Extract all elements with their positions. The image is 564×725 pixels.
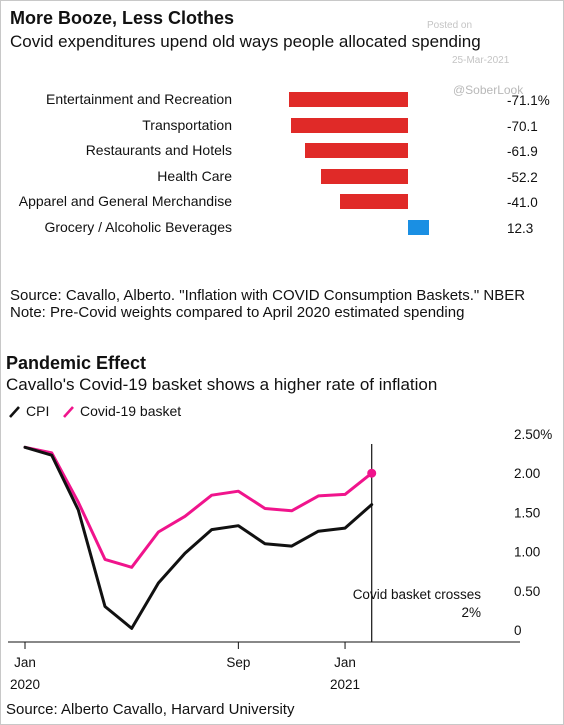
line-chart-source: Source: Alberto Cavallo, Harvard Univers… xyxy=(6,701,295,718)
x-tick-label: Sep xyxy=(226,655,250,670)
bar-value-label: -61.9 xyxy=(507,144,538,159)
bar-chart-note: Note: Pre-Covid weights compared to Apri… xyxy=(10,304,465,321)
watermark-handle: @SoberLook xyxy=(453,83,524,97)
bar xyxy=(339,194,408,209)
y-tick-label: 0.50 xyxy=(514,584,540,599)
line-chart-legend: CPI Covid-19 basket xyxy=(9,403,181,419)
bar xyxy=(408,219,429,235)
bar-category-label: Restaurants and Hotels xyxy=(85,142,232,158)
legend-cpi-swatch xyxy=(9,406,20,418)
bar-category-label: Apparel and General Merchandise xyxy=(18,193,232,209)
bar xyxy=(290,117,408,133)
bar xyxy=(289,92,408,107)
bar-chart-source: Source: Cavallo, Alberto. "Inflation wit… xyxy=(10,287,526,304)
bar-category-label: Transportation xyxy=(142,116,232,133)
covid-basket-endpoint-marker xyxy=(367,468,377,478)
bar-category-label: Entertainment and Recreation xyxy=(46,91,232,107)
bar-category-label: Grocery / Alcoholic Beverages xyxy=(44,218,232,235)
y-tick-label: 1.00 xyxy=(514,545,540,560)
cpi-series-line xyxy=(23,445,374,630)
covid-basket-series-line xyxy=(23,445,374,569)
y-tick-label: 0 xyxy=(514,623,522,638)
line-chart: CPI Covid-19 basket 0 0.50 1.00 1.50 2.00 2.5… xyxy=(8,403,552,692)
x-tick-label: Jan xyxy=(334,655,356,670)
bar-value-label: -71.1% xyxy=(507,93,550,108)
y-tick-label: 1.50 xyxy=(514,505,540,520)
annotation-line1: Covid basket crosses xyxy=(353,587,482,602)
bar-value-label: 12.3 xyxy=(507,220,534,236)
bar-chart-title: More Booze, Less Clothes xyxy=(10,8,235,28)
watermark-date: 25-Mar-2021 xyxy=(452,55,510,66)
x-tick-label: Jan xyxy=(14,655,36,670)
annotation-line2: 2% xyxy=(461,605,481,620)
legend-covid-swatch xyxy=(63,406,74,418)
x-tick-year-label: 2020 xyxy=(10,677,40,692)
y-tick-label: 2.50% xyxy=(514,427,552,442)
legend-cpi-label: CPI xyxy=(26,403,49,419)
bar-chart-subtitle: Covid expenditures upend old ways people… xyxy=(10,32,481,51)
watermark-posted: Posted on xyxy=(427,20,473,31)
bar-category-label: Health Care xyxy=(157,167,232,184)
bar-value-label: -52.2 xyxy=(507,169,538,185)
bar xyxy=(320,168,408,184)
legend-covid-label: Covid-19 basket xyxy=(80,403,181,419)
y-tick-label: 2.00 xyxy=(514,466,540,481)
x-tick-year-label: 2021 xyxy=(330,677,360,692)
bar xyxy=(304,143,408,158)
line-chart-subtitle: Cavallo's Covid-19 basket shows a higher… xyxy=(6,375,438,394)
bar-value-label: -41.0 xyxy=(507,195,538,210)
line-chart-title: Pandemic Effect xyxy=(6,353,147,373)
bar-value-label: -70.1 xyxy=(507,118,538,134)
